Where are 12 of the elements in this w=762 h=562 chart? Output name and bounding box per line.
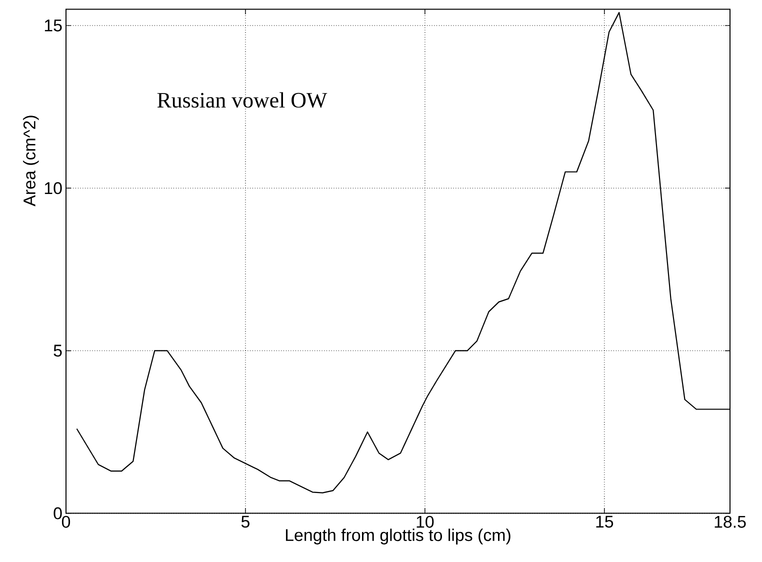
x-tick-label: 18.5 <box>714 516 746 528</box>
y-tick-label: 10 <box>44 182 62 194</box>
x-tick-label: 0 <box>62 516 70 528</box>
y-tick-label: 0 <box>54 507 62 520</box>
x-axis-title: Length from glottis to lips (cm) <box>286 528 510 544</box>
y-tick-label: 5 <box>54 344 62 357</box>
x-tick-label: 10 <box>416 516 434 528</box>
y-axis-title: Area (cm^2) <box>23 116 39 206</box>
annotation: Russian vowel OW <box>157 92 328 108</box>
x-tick-label: 5 <box>241 516 250 528</box>
y-tick-label: 15 <box>44 20 62 32</box>
x-tick-label: 15 <box>596 516 614 528</box>
